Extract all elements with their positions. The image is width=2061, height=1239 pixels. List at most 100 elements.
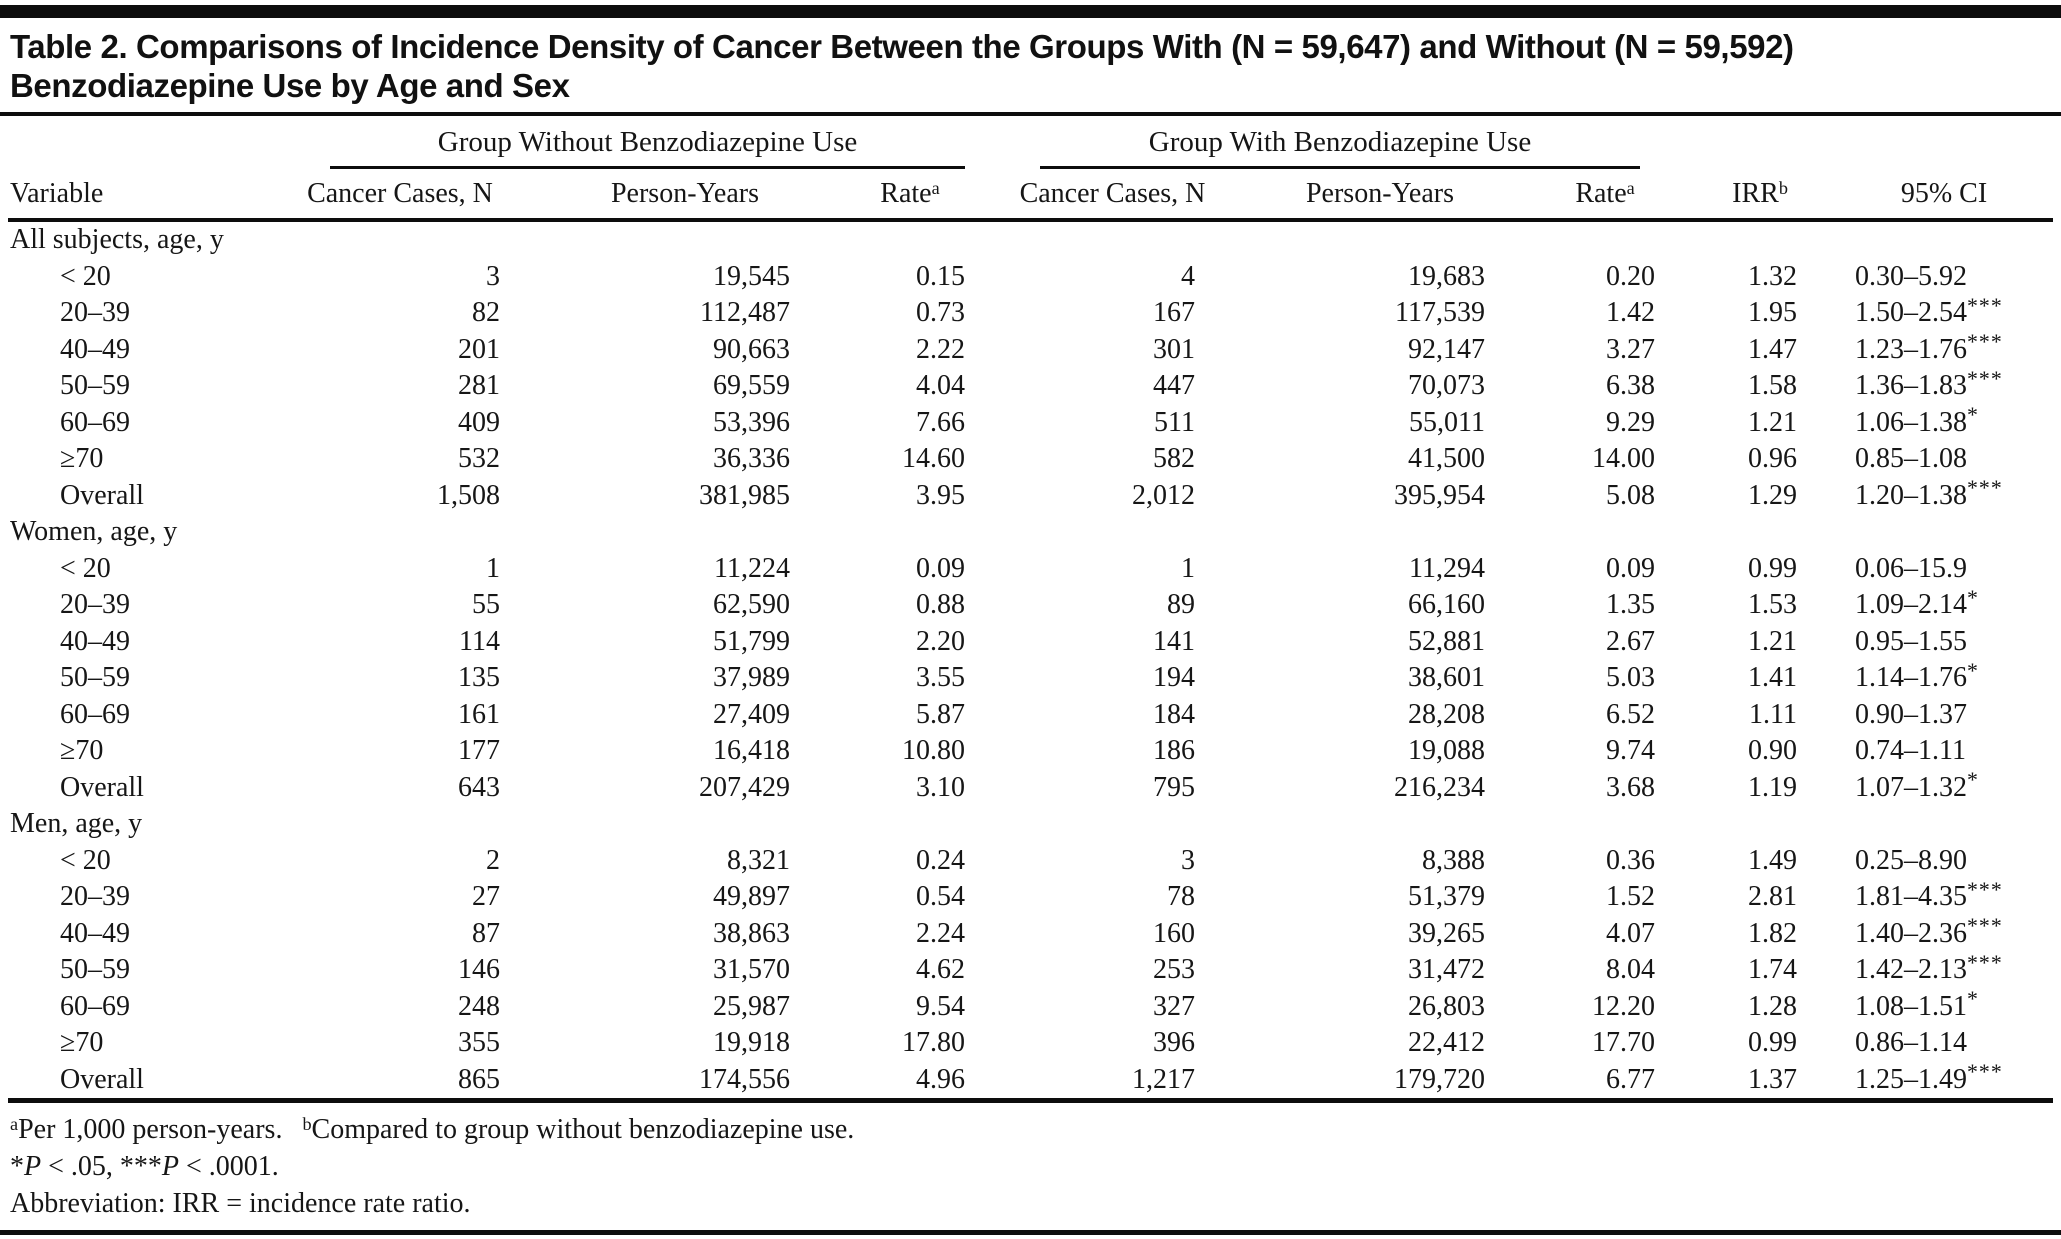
column-header-row: Variable Cancer Cases, N Person-Years Ra… <box>8 169 2054 222</box>
cell-cases-without: 87 <box>472 917 500 949</box>
cell-irr: 1.74 <box>1748 954 1798 985</box>
cell-person-years-with: 38,601 <box>1408 662 1485 693</box>
cell-irr: 1.47 <box>1748 333 1798 365</box>
cell-person-years-with: 19,088 <box>1408 735 1485 766</box>
cell-variable: ≥70 <box>60 443 104 474</box>
cell-ci-stars: *** <box>1967 293 2003 318</box>
cell-irr: 0.99 <box>1748 552 1798 584</box>
table-row: 40–49 201 90,663 2.22 301 92,147 3.27 1.… <box>8 330 2053 369</box>
cell-ci-value: 1.23–1.76 <box>1855 333 1968 365</box>
rate-footnote-mark: a <box>1626 177 1635 198</box>
table-section-row: Men, age, y <box>8 806 2053 843</box>
footnote-a-mark: a <box>10 1113 19 1134</box>
cell-ci-value: 0.95–1.55 <box>1855 625 1968 657</box>
cell-rate-with: 9.29 <box>1606 406 1656 438</box>
cell-ci-stars: * <box>1967 987 1979 1012</box>
cell-person-years-with: 39,265 <box>1408 917 1485 949</box>
table-row: < 20 2 8,321 0.24 3 8,388 0.36 1.49 0.25… <box>8 843 2053 880</box>
cell-rate-without: 4.04 <box>916 370 965 401</box>
cell-variable: 50–59 <box>60 662 130 693</box>
table-row: Overall 1,508 381,985 3.95 2,012 395,954… <box>8 477 2053 515</box>
cell-irr: 0.99 <box>1748 1027 1798 1058</box>
cell-variable: 40–49 <box>60 625 130 657</box>
cell-rate-with: 0.36 <box>1606 844 1656 876</box>
cell-rate-with: 12.20 <box>1592 990 1656 1022</box>
table-row: 40–49 114 51,799 2.20 141 52,881 2.67 1.… <box>8 624 2053 661</box>
cell-person-years-without: 90,663 <box>713 333 790 365</box>
cell-cases-without: 3 <box>486 260 500 292</box>
cell-cases-with: 184 <box>1153 698 1195 730</box>
cell-cases-with: 141 <box>1153 625 1195 657</box>
cell-cases-without: 135 <box>458 662 500 693</box>
irr-footnote-mark: b <box>1778 177 1788 198</box>
cell-ci-stars: *** <box>1967 366 2003 391</box>
cell-irr: 1.19 <box>1748 771 1798 803</box>
cell-ci-value: 0.85–1.08 <box>1855 443 1968 474</box>
cell-ci-value: 0.74–1.11 <box>1855 735 1966 766</box>
cell-cases-with: 447 <box>1153 370 1195 401</box>
cell-irr: 1.11 <box>1749 698 1798 730</box>
section-label: Men, age, y <box>10 808 143 839</box>
cell-cases-without: 248 <box>458 990 500 1022</box>
cell-ci-stars: *** <box>1967 877 2003 902</box>
cell-variable: 60–69 <box>60 406 130 438</box>
footnote-rate-definition: aPer 1,000 person-years. bCompared to gro… <box>10 1113 855 1145</box>
cell-ci-stars: *** <box>1967 330 2003 355</box>
cell-person-years-without: 174,556 <box>699 1063 790 1095</box>
cell-cases-without: 55 <box>472 589 500 620</box>
cell-rate-without: 2.24 <box>916 917 965 949</box>
cell-person-years-with: 22,412 <box>1408 1027 1485 1058</box>
table-row: 40–49 87 38,863 2.24 160 39,265 4.07 1.8… <box>8 915 2053 953</box>
cell-irr: 1.58 <box>1748 370 1798 401</box>
table-row: Overall 865 174,556 4.96 1,217 179,720 6… <box>8 1061 2053 1101</box>
table-row: 20–39 27 49,897 0.54 78 51,379 1.52 2.81… <box>8 879 2053 916</box>
cell-rate-without: 4.96 <box>916 1063 965 1095</box>
cell-irr: 1.37 <box>1748 1063 1798 1095</box>
cell-person-years-without: 62,590 <box>713 589 790 620</box>
table-row: 20–39 82 112,487 0.73 167 117,539 1.42 1… <box>8 295 2053 332</box>
cell-ci-value: 1.81–4.35 <box>1855 881 1968 912</box>
cell-rate-with: 8.04 <box>1606 954 1656 985</box>
cell-rate-without: 10.80 <box>902 735 965 766</box>
cell-person-years-with: 70,073 <box>1408 370 1485 401</box>
section-label: Women, age, y <box>10 516 178 547</box>
cell-ci-value: 0.30–5.92 <box>1855 260 1968 292</box>
group-spanner-row: Group Without Benzodiazepine Use Group W… <box>8 116 2053 169</box>
cell-person-years-with: 31,472 <box>1408 954 1485 985</box>
cell-person-years-without: 25,987 <box>713 990 790 1022</box>
col-header-cases-with: Cancer Cases, N <box>990 169 1235 222</box>
cell-cases-with: 78 <box>1167 881 1195 912</box>
cell-irr: 1.21 <box>1748 406 1798 438</box>
cell-cases-with: 89 <box>1167 589 1195 620</box>
cell-cases-without: 114 <box>459 625 500 657</box>
cell-person-years-with: 55,011 <box>1409 406 1485 438</box>
rate-footnote-mark: a <box>931 177 940 198</box>
cell-rate-without: 5.87 <box>916 698 965 730</box>
cell-variable: 60–69 <box>60 990 130 1022</box>
cell-person-years-without: 51,799 <box>713 625 790 657</box>
cell-cases-with: 186 <box>1153 735 1195 766</box>
cell-rate-without: 14.60 <box>902 443 965 474</box>
cell-person-years-with: 26,803 <box>1408 990 1485 1022</box>
top-rule <box>0 5 2061 18</box>
cell-rate-with: 0.09 <box>1606 552 1656 584</box>
table-title: Table 2. Comparisons of Incidence Densit… <box>0 18 2061 112</box>
cell-ci-value: 0.86–1.14 <box>1855 1027 1968 1058</box>
cell-cases-without: 177 <box>458 735 500 766</box>
cell-person-years-with: 19,683 <box>1408 260 1485 292</box>
table-row: ≥70 355 19,918 17.80 396 22,412 17.70 0.… <box>8 1025 2053 1062</box>
cell-ci-value: 1.07–1.32 <box>1855 771 1968 803</box>
cell-variable: 60–69 <box>60 698 130 730</box>
cell-cases-without: 1 <box>486 552 500 584</box>
cell-person-years-with: 179,720 <box>1394 1063 1485 1095</box>
cell-cases-with: 1 <box>1181 552 1195 584</box>
cell-rate-without: 0.54 <box>916 881 965 912</box>
cell-cases-without: 82 <box>472 297 500 328</box>
cell-person-years-without: 207,429 <box>699 771 790 803</box>
table-section-row: All subjects, age, y <box>8 220 2053 259</box>
table-row: < 20 3 19,545 0.15 4 19,683 0.20 1.32 0.… <box>8 259 2053 296</box>
cell-person-years-without: 36,336 <box>713 443 790 474</box>
cell-rate-with: 4.07 <box>1606 917 1656 949</box>
cell-person-years-without: 31,570 <box>713 954 790 985</box>
footnote-b-mark: b <box>302 1113 312 1134</box>
